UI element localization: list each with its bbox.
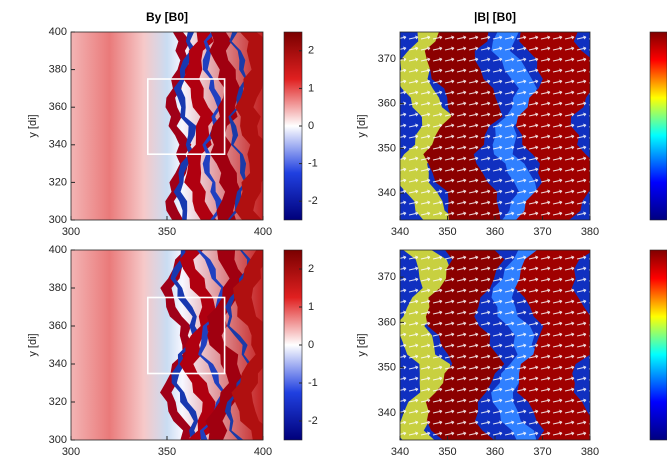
- field-structure: [227, 32, 247, 220]
- field-structure: [202, 32, 223, 220]
- heatmap: [71, 32, 263, 220]
- colorbar: [649, 31, 667, 221]
- colorbar-tick-label: 2: [308, 45, 314, 57]
- colorbar-tick-label: 0: [308, 339, 314, 351]
- y-tick-label: 340: [49, 358, 67, 370]
- x-tick-label: 340: [391, 226, 409, 238]
- colorbar: [649, 249, 667, 441]
- x-tick-label: 300: [62, 226, 80, 238]
- y-tick-label: 360: [378, 98, 396, 110]
- colorbar-tick-label: -2: [308, 195, 318, 207]
- x-tick-label: 370: [533, 446, 551, 458]
- field-arrows: [400, 32, 590, 220]
- colorbar-tick-label: -1: [308, 377, 318, 389]
- y-tick-label: 380: [49, 64, 67, 76]
- field-structure: [224, 250, 253, 440]
- heatmap: [400, 250, 590, 440]
- colorbar-tick-label: 2: [308, 263, 314, 275]
- heatmap: [400, 32, 590, 220]
- field-structure: [173, 32, 197, 220]
- y-tick-label: 300: [49, 434, 67, 446]
- x-tick-label: 350: [438, 226, 456, 238]
- y-tick-label: 370: [378, 271, 396, 283]
- y-axis-label: y [di]: [356, 114, 368, 137]
- y-axis-label: y [di]: [356, 333, 368, 356]
- y-tick-label: 320: [49, 176, 67, 188]
- x-tick-label: 360: [486, 446, 504, 458]
- y-tick-label: 350: [378, 142, 396, 154]
- y-tick-label: 320: [49, 396, 67, 408]
- x-tick-label: 360: [486, 226, 504, 238]
- y-axis-label: y [di]: [27, 114, 39, 137]
- y-tick-label: 400: [49, 244, 67, 256]
- x-tick-label: 300: [62, 446, 80, 458]
- x-tick-label: 380: [581, 446, 599, 458]
- x-tick-label: 400: [254, 446, 272, 458]
- chart-title: |B| [B0]: [474, 10, 516, 24]
- field-structure: [235, 32, 263, 220]
- y-tick-label: 300: [49, 214, 67, 226]
- y-tick-label: 340: [378, 407, 396, 419]
- x-tick-label: 370: [533, 226, 551, 238]
- y-tick-label: 350: [378, 362, 396, 374]
- colorbar-tick-label: 1: [308, 82, 314, 94]
- colorbar-tick-label: -1: [308, 158, 318, 170]
- heatmap: [71, 250, 263, 440]
- y-tick-label: 370: [378, 53, 396, 65]
- y-tick-label: 340: [49, 139, 67, 151]
- y-tick-label: 400: [49, 26, 67, 38]
- x-tick-label: 380: [581, 226, 599, 238]
- y-tick-label: 340: [378, 187, 396, 199]
- x-tick-label: 340: [391, 446, 409, 458]
- y-axis-label: y [di]: [27, 333, 39, 356]
- x-tick-label: 350: [438, 446, 456, 458]
- highlight-box: [147, 296, 226, 375]
- colorbar-tick-label: -2: [308, 415, 318, 427]
- x-tick-label: 400: [254, 226, 272, 238]
- y-tick-label: 380: [49, 282, 67, 294]
- field-structure: [231, 250, 263, 440]
- y-tick-label: 360: [49, 320, 67, 332]
- chart-title: By [B0]: [146, 10, 188, 24]
- x-tick-label: 350: [158, 446, 176, 458]
- y-tick-label: 360: [49, 101, 67, 113]
- highlight-box: [147, 78, 226, 155]
- x-tick-label: 350: [158, 226, 176, 238]
- colorbar-tick-label: 0: [308, 120, 314, 132]
- field-arrows: [400, 250, 590, 440]
- y-tick-label: 360: [378, 316, 396, 328]
- colorbar-tick-label: 1: [308, 301, 314, 313]
